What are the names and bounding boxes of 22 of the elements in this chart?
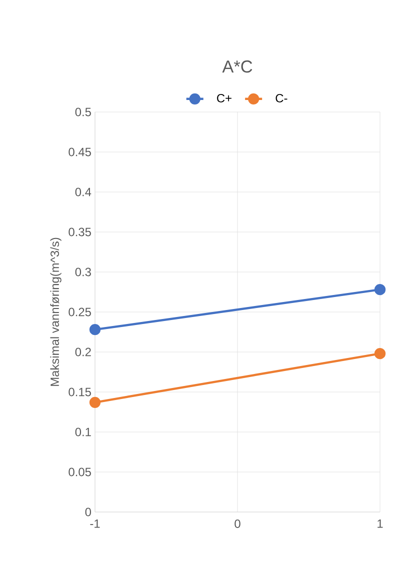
y-tick-label: 0.4 bbox=[75, 188, 92, 196]
y-tick-label: 0.2 bbox=[75, 348, 91, 356]
point bbox=[89, 324, 101, 336]
point bbox=[89, 396, 101, 408]
y-tick-label: 0.5 bbox=[75, 108, 91, 116]
legend-label: C- bbox=[276, 94, 288, 102]
y-tick-label: 0.25 bbox=[68, 308, 91, 316]
y-tick-label: 0.45 bbox=[68, 148, 91, 156]
point bbox=[374, 348, 386, 360]
y-axis-title: Maksimal vannføring(m^3/s) bbox=[50, 238, 62, 386]
x-tick-label: -1 bbox=[90, 520, 100, 528]
y-tick-label: 0.1 bbox=[75, 428, 91, 436]
y-tick-label: 0.05 bbox=[68, 468, 91, 476]
y-tick-label: 0.35 bbox=[68, 228, 91, 236]
x-tick-label: 0 bbox=[234, 520, 240, 528]
x-tick-label: 1 bbox=[378, 520, 383, 528]
point bbox=[374, 284, 386, 296]
chart-title: A*C bbox=[222, 60, 252, 73]
y-tick-label: 0 bbox=[85, 508, 92, 516]
y-tick-label: 0.3 bbox=[75, 268, 91, 276]
y-tick-label: 0.15 bbox=[68, 388, 91, 396]
legend-label: C+ bbox=[217, 94, 232, 102]
